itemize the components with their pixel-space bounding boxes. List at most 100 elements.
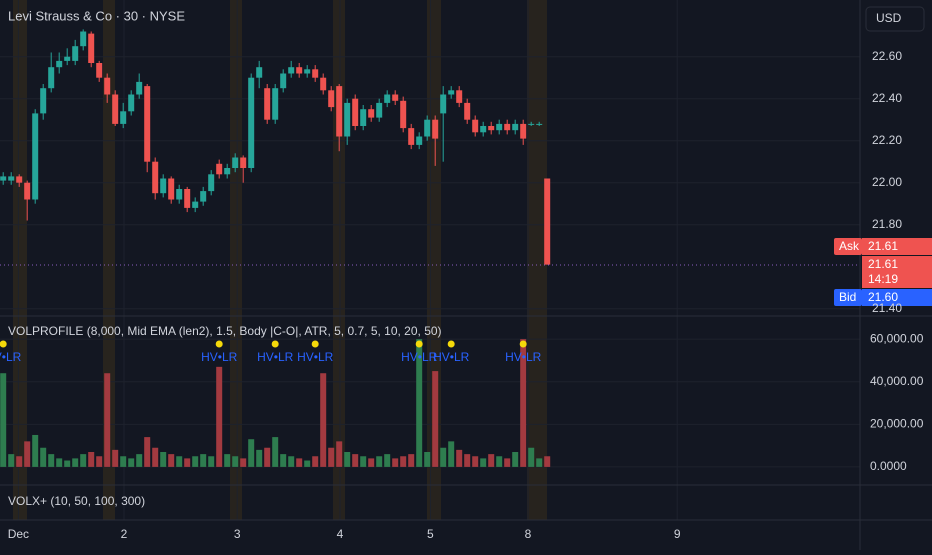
volume-bar [424,452,431,467]
candle-body [288,67,295,74]
volume-bar [208,456,215,467]
volume-bar [304,460,311,467]
candle-body [168,178,175,200]
candle-body [448,90,455,95]
volume-bar [432,371,439,467]
volume-bar [360,456,367,467]
volume-bar [448,441,455,467]
volume-bar [136,454,143,467]
x-tick-label: 2 [121,527,128,541]
indicator-title: VOLPROFILE (8,000, Mid EMA (len2), 1.5, … [8,324,442,338]
volume-bar [232,456,239,467]
bid-price: 21.60 [868,290,898,304]
volume-bar [512,452,519,467]
candle-body [120,111,127,124]
candle-body [280,73,287,89]
volume-bar [16,456,23,467]
candle-body [472,119,479,133]
candle-body [144,86,151,162]
candle-body [432,119,439,139]
candle-body [400,100,407,129]
candle-body [352,98,359,126]
candle-body [24,182,31,200]
volume-bar [72,458,79,467]
candle-body [416,136,423,145]
y-tick-label: 22.60 [872,49,902,63]
y-tick-label: 21.80 [872,217,902,231]
bid-label: Bid [839,290,856,304]
candle-body [264,88,271,120]
volume-bar [288,456,295,467]
currency[interactable]: USD [876,11,902,25]
candle-body [240,157,247,168]
candle-body [32,113,39,200]
volume-bar [88,452,95,467]
signal-label: HV•LR [201,350,238,364]
volume-bar [48,454,55,467]
candle-body [480,126,487,133]
signal-dot [0,340,7,348]
volume-bar [144,437,151,467]
candle-body [424,119,431,137]
candle-body [112,94,119,124]
x-tick-label: Dec [8,527,29,541]
signal-label: HV•LR [505,350,542,364]
candle-body [464,102,471,120]
candle-body [176,189,183,200]
candle-body [544,178,551,265]
volume-bar [64,460,71,467]
volume-bar [472,456,479,467]
chart-title: Levi Strauss & Co · 30 · NYSE [8,8,185,23]
volume-bar [416,339,423,467]
volume-bar [192,456,199,467]
y-tick-label: 22.20 [872,133,902,147]
candle-body [344,102,351,137]
candle-body [456,90,463,103]
candle-body [184,189,191,208]
volume-bar [528,447,535,467]
signal-label: HV•LR [401,350,438,364]
candle-body [216,163,223,175]
currency-button[interactable] [865,6,925,32]
signal-dot [415,340,423,348]
x-tick-label: 4 [337,527,344,541]
candle-body [72,46,79,61]
y-tick-label: 60,000.00 [870,331,924,345]
signal-dot [447,340,455,348]
candle-body [384,94,391,103]
volume-bar [120,456,127,467]
x-tick-label: 8 [525,527,532,541]
volume-bar [168,454,175,467]
price-tags: Ask 21.61 21.61 14:19 Bid 21.60 [834,238,932,306]
volume-bar [200,454,207,467]
signal-dot [519,340,527,348]
volume-bar [160,452,167,467]
candle-body [80,31,87,47]
volume-bar [352,454,359,467]
marks [0,29,551,467]
candle-body [224,168,231,175]
candle-body [160,178,167,194]
candle-body [296,67,303,74]
grid [0,0,860,520]
volume-bar [504,458,511,467]
volume-bar [272,437,279,467]
volume-bar [216,366,223,467]
volume-bar [496,456,503,467]
y-tick-label: 21.40 [872,301,902,315]
signal-dot [215,340,223,348]
candle-body [488,126,495,131]
ask-price: 21.61 [868,239,898,253]
candle-body [64,56,71,61]
volume-bar [224,454,231,467]
candle-body [104,77,111,95]
volume-bar [400,456,407,467]
candle-body [512,123,519,131]
candle-body [336,86,343,137]
volume-bar [248,439,255,467]
candle-body [528,123,535,125]
candle-body [304,69,311,74]
y-tick-label: 20,000.00 [870,416,924,430]
candle-body [136,81,143,95]
candle-body [360,109,367,126]
